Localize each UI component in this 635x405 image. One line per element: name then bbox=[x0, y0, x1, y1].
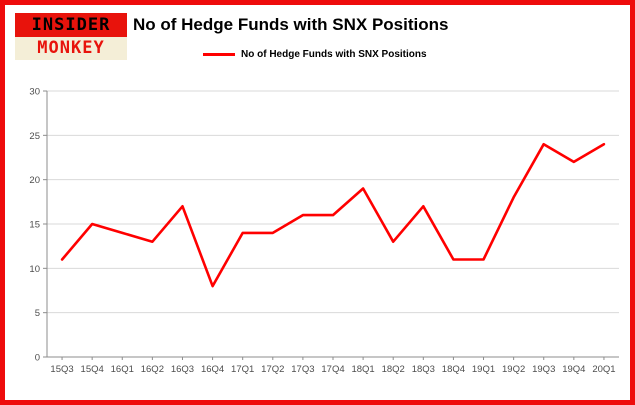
svg-text:20Q1: 20Q1 bbox=[592, 364, 615, 375]
svg-text:30: 30 bbox=[29, 87, 40, 98]
logo-monkey-text: MONKEY bbox=[15, 37, 127, 60]
svg-text:0: 0 bbox=[35, 353, 40, 364]
insider-monkey-logo: INSIDER MONKEY bbox=[15, 13, 127, 60]
svg-text:18Q2: 18Q2 bbox=[382, 364, 405, 375]
svg-text:18Q3: 18Q3 bbox=[412, 364, 435, 375]
svg-text:25: 25 bbox=[29, 131, 40, 142]
svg-text:17Q1: 17Q1 bbox=[231, 364, 254, 375]
svg-text:16Q3: 16Q3 bbox=[171, 364, 194, 375]
svg-text:20: 20 bbox=[29, 175, 40, 186]
svg-text:17Q2: 17Q2 bbox=[261, 364, 284, 375]
svg-text:19Q2: 19Q2 bbox=[502, 364, 525, 375]
svg-text:16Q2: 16Q2 bbox=[141, 364, 164, 375]
svg-text:15Q4: 15Q4 bbox=[81, 364, 104, 375]
svg-text:19Q4: 19Q4 bbox=[562, 364, 585, 375]
legend-label: No of Hedge Funds with SNX Positions bbox=[241, 49, 427, 60]
svg-text:16Q4: 16Q4 bbox=[201, 364, 224, 375]
chart-title: No of Hedge Funds with SNX Positions bbox=[133, 15, 449, 34]
svg-text:5: 5 bbox=[35, 308, 40, 319]
svg-text:17Q4: 17Q4 bbox=[321, 364, 344, 375]
legend: No of Hedge Funds with SNX Positions bbox=[203, 49, 448, 60]
svg-text:16Q1: 16Q1 bbox=[111, 364, 134, 375]
svg-text:15Q3: 15Q3 bbox=[50, 364, 73, 375]
legend-line-swatch bbox=[203, 53, 235, 56]
svg-text:17Q3: 17Q3 bbox=[291, 364, 314, 375]
line-chart: 0 5 10 15 20 25 30 15Q3 15Q4 16Q1 16Q2 16Q3 16Q4 17Q1… bbox=[29, 87, 619, 375]
svg-text:19Q1: 19Q1 bbox=[472, 364, 495, 375]
svg-text:18Q1: 18Q1 bbox=[351, 364, 374, 375]
svg-text:10: 10 bbox=[29, 264, 40, 275]
title-block: No of Hedge Funds with SNX Positions No … bbox=[133, 15, 448, 60]
svg-text:19Q3: 19Q3 bbox=[532, 364, 555, 375]
svg-text:18Q4: 18Q4 bbox=[442, 364, 465, 375]
svg-text:15: 15 bbox=[29, 220, 40, 231]
logo-insider-text: INSIDER bbox=[15, 13, 127, 37]
